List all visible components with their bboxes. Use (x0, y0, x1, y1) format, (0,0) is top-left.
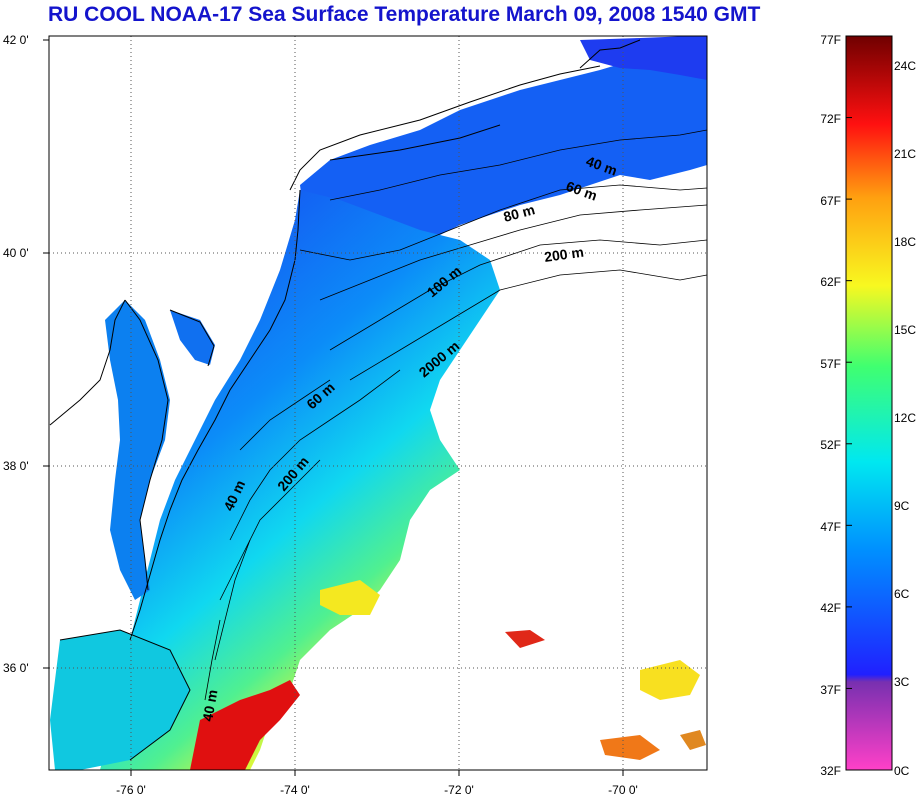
colorbar-c-label: 9C (894, 499, 910, 513)
colorbar-c-label: 18C (894, 235, 916, 249)
colorbar-f-label: 47F (820, 520, 841, 534)
sst-pamlico-sound (50, 630, 190, 770)
colorbar-f-label: 67F (820, 194, 841, 208)
colorbar: 77F 72F 67F 62F 57F 52F 47F 42F 37F 32F … (820, 33, 916, 778)
sst-warm-patch-3 (640, 660, 700, 700)
lon-tick-label: -72 0' (444, 783, 474, 797)
sst-gulf-stream (190, 680, 300, 770)
colorbar-f-label: 37F (820, 683, 841, 697)
sst-warm-patch-5 (680, 730, 706, 750)
axis-ticks (43, 39, 624, 776)
colorbar-ticks (846, 35, 852, 771)
contour-label: 40 m (199, 688, 220, 722)
colorbar-f-label: 32F (820, 764, 841, 778)
lat-tick-label: 38 0' (3, 459, 29, 473)
graticule (49, 36, 707, 770)
contour-label: 200 m (543, 244, 585, 265)
colorbar-c-label: 0C (894, 764, 910, 778)
sst-new-england-shelf (300, 40, 707, 255)
colorbar-gradient (845, 35, 893, 771)
contour-label: 80 m (502, 201, 537, 225)
lat-tick-label: 40 0' (3, 246, 29, 260)
colorbar-f-label: 62F (820, 275, 841, 289)
sst-chesapeake-bay (105, 300, 170, 600)
colorbar-f-label: 52F (820, 438, 841, 452)
map-title: RU COOL NOAA-17 Sea Surface Temperature … (48, 3, 761, 26)
lon-tick-label: -74 0' (280, 783, 310, 797)
sst-delaware-bay (170, 310, 215, 365)
colorbar-c-label: 12C (894, 411, 916, 425)
sst-cape-cod-water (580, 36, 707, 80)
colorbar-c-label: 6C (894, 587, 910, 601)
sst-warm-patch-1 (320, 580, 380, 615)
colorbar-c-label: 24C (894, 59, 916, 73)
colorbar-f-label: 57F (820, 357, 841, 371)
lat-tick-label: 36 0' (3, 661, 29, 675)
lon-tick-label: -76 0' (116, 783, 146, 797)
colorbar-f-label: 42F (820, 601, 841, 615)
coastline (49, 39, 641, 761)
colorbar-c-label: 21C (894, 147, 916, 161)
lon-tick-label: -70 0' (608, 783, 638, 797)
sst-warm-patch-4 (600, 735, 660, 760)
map-frame-border (48, 35, 708, 771)
colorbar-c-label: 3C (894, 675, 910, 689)
colorbar-c-label: 15C (894, 323, 916, 337)
colorbar-f-label: 72F (820, 112, 841, 126)
sst-warm-patch-2 (505, 630, 545, 648)
lat-tick-label: 42 0' (3, 33, 29, 47)
bathymetry-contours (204, 129, 708, 701)
colorbar-f-label: 77F (820, 33, 841, 47)
